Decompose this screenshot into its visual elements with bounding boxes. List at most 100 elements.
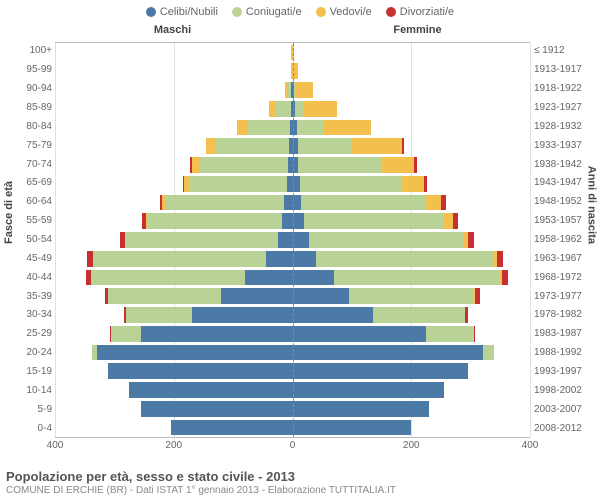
age-label: 60-64 (18, 197, 52, 207)
birth-labels: ≤ 19121913-19171918-19221923-19271928-19… (534, 42, 592, 438)
legend-item: Divorziati/e (386, 6, 454, 18)
bar-segment (296, 82, 313, 98)
bar-segment (248, 120, 290, 136)
bar-male (55, 101, 293, 117)
bar-segment (293, 195, 302, 211)
bar-male (55, 307, 293, 323)
birth-label: 1918-1922 (534, 84, 592, 94)
bar-segment (199, 157, 288, 173)
bar-segment (141, 326, 292, 342)
bar-segment (293, 307, 373, 323)
age-label: 10-14 (18, 386, 52, 396)
birth-label: 1978-1982 (534, 310, 592, 320)
birth-label: 2003-2007 (534, 405, 592, 415)
bar-male (55, 270, 293, 286)
bar-segment (293, 363, 468, 379)
age-label: 45-49 (18, 254, 52, 264)
bar-segment (414, 157, 416, 173)
bar-segment (278, 232, 293, 248)
x-tick: 400 (522, 440, 539, 451)
bar-female (293, 101, 531, 117)
plot-area (55, 42, 530, 438)
bar-male (55, 138, 293, 154)
bar-female (293, 138, 531, 154)
female-title: Femmine (295, 24, 600, 36)
bar-segment (126, 307, 191, 323)
age-label: 20-24 (18, 348, 52, 358)
side-titles: Maschi Femmine (0, 24, 600, 36)
birth-label: 1913-1917 (534, 65, 592, 75)
bar-female (293, 195, 531, 211)
legend-item: Vedovi/e (316, 6, 372, 18)
bar-segment (298, 138, 351, 154)
bar-segment (111, 326, 141, 342)
bar-segment (497, 251, 503, 267)
bar-segment (441, 195, 446, 211)
bar-female (293, 63, 531, 79)
bar-segment (97, 345, 293, 361)
birth-label: 1968-1972 (534, 273, 592, 283)
age-label: 40-44 (18, 273, 52, 283)
legend: Celibi/NubiliConiugati/eVedovi/eDivorzia… (0, 0, 600, 18)
bar-male (55, 157, 293, 173)
bar-segment (192, 157, 199, 173)
age-label: 100+ (18, 46, 52, 56)
bar-male (55, 363, 293, 379)
birth-label: 1983-1987 (534, 329, 592, 339)
bar-segment (401, 176, 425, 192)
bar-female (293, 157, 531, 173)
bar-male (55, 420, 293, 436)
bar-segment (293, 232, 310, 248)
legend-swatch (386, 7, 396, 17)
bar-segment (309, 232, 463, 248)
bar-male (55, 176, 293, 192)
birth-label: 1943-1947 (534, 178, 592, 188)
age-label: 70-74 (18, 160, 52, 170)
legend-item: Coniugati/e (232, 6, 302, 18)
birth-label: 2008-2012 (534, 424, 592, 434)
birth-label: 1958-1962 (534, 235, 592, 245)
bar-segment (171, 420, 293, 436)
birth-label: 1993-1997 (534, 367, 592, 377)
x-tick: 200 (403, 440, 420, 451)
bar-male (55, 288, 293, 304)
bar-segment (382, 157, 415, 173)
bar-segment (293, 382, 444, 398)
bar-segment (304, 213, 444, 229)
bar-segment (297, 120, 324, 136)
bar-segment (221, 288, 292, 304)
bar-segment (215, 138, 289, 154)
birth-label: 1963-1967 (534, 254, 592, 264)
age-label: 90-94 (18, 84, 52, 94)
bar-segment (293, 420, 412, 436)
bar-segment (349, 288, 474, 304)
bar-segment (295, 101, 304, 117)
bar-segment (483, 345, 495, 361)
bar-segment (189, 176, 287, 192)
age-label: 65-69 (18, 178, 52, 188)
legend-label: Vedovi/e (330, 6, 372, 18)
bar-segment (293, 251, 317, 267)
bar-segment (276, 101, 291, 117)
bar-segment (282, 213, 293, 229)
x-tick: 0 (290, 440, 296, 451)
bar-segment (293, 213, 305, 229)
bar-segment (502, 270, 508, 286)
bar-segment (293, 401, 430, 417)
y-axis-right-title: Anni di nascita (585, 166, 597, 244)
bar-segment (465, 307, 468, 323)
bar-segment (269, 101, 276, 117)
bar-segment (293, 270, 335, 286)
legend-swatch (316, 7, 326, 17)
bar-female (293, 326, 531, 342)
chart-title: Popolazione per età, sesso e stato civil… (6, 469, 594, 484)
age-label: 85-89 (18, 103, 52, 113)
center-axis (293, 43, 294, 437)
bar-segment (373, 307, 465, 323)
bar-segment (266, 251, 293, 267)
bar-segment (192, 307, 293, 323)
bar-segment (424, 176, 427, 192)
birth-label: 1953-1957 (534, 216, 592, 226)
bar-female (293, 345, 531, 361)
bar-segment (94, 251, 266, 267)
